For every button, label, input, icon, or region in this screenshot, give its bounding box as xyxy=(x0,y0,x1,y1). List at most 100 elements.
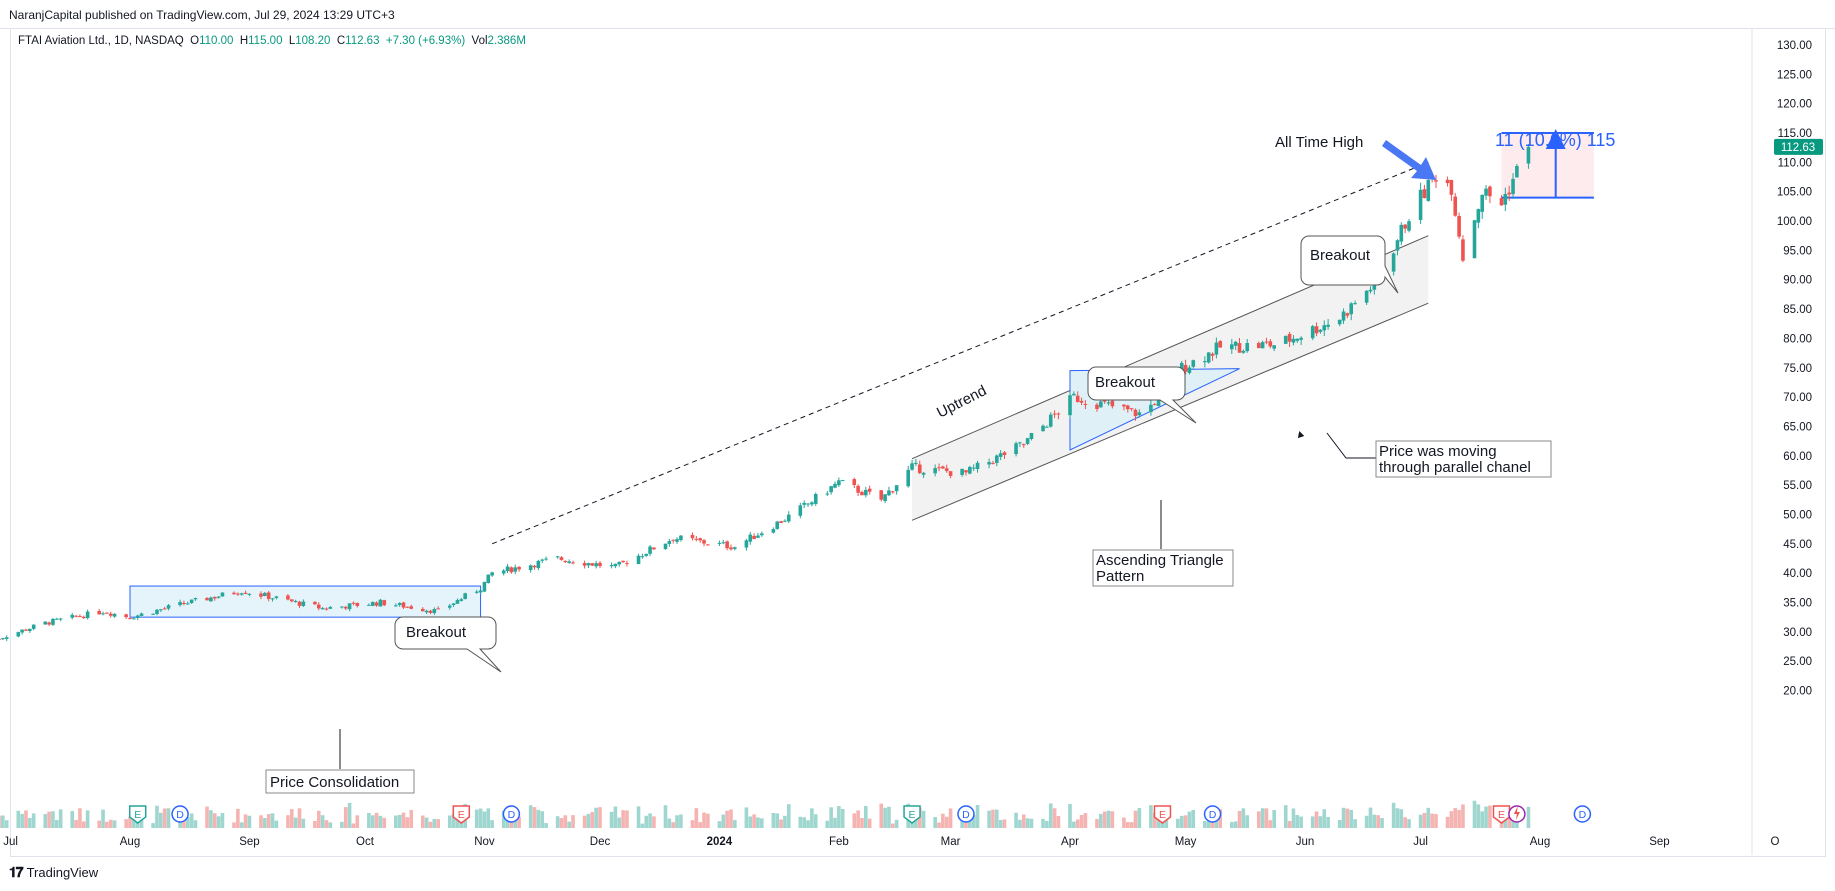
all-time-high-arrow xyxy=(1382,140,1436,180)
candle-body xyxy=(1079,400,1084,403)
candle-body xyxy=(1426,180,1431,201)
candle-body xyxy=(259,593,263,597)
candle-body xyxy=(783,520,787,522)
volume-bar xyxy=(436,819,440,828)
uptrend-line[interactable] xyxy=(491,161,1429,545)
volume-bar xyxy=(625,810,629,828)
candle-body xyxy=(374,602,379,606)
price-axis-tick: 40.00 xyxy=(1783,568,1812,580)
consolidation-box[interactable] xyxy=(129,585,482,618)
candle-body xyxy=(1072,393,1076,396)
time-axis[interactable]: Jul Aug Sep Oct Nov Dec 2024 Feb Mar Apr May Jun Jul… xyxy=(3,836,1779,848)
dividend-marker-icon[interactable] xyxy=(171,805,189,823)
earnings-marker-icon[interactable] xyxy=(1492,805,1511,824)
volume-bar xyxy=(274,820,279,828)
volume-bar xyxy=(798,816,803,828)
time-axis-tick: Aug xyxy=(120,836,140,848)
volume-bar xyxy=(189,813,194,828)
volume-bar xyxy=(0,815,1,828)
earnings-marker-icon[interactable] xyxy=(1153,805,1172,824)
volume-bar xyxy=(451,813,456,828)
volume-bar xyxy=(501,810,506,828)
candle-body xyxy=(860,491,864,496)
volume-bar xyxy=(1083,813,1088,828)
candle-body xyxy=(1075,395,1080,402)
candle-body xyxy=(401,602,406,608)
volume-bar xyxy=(347,802,352,828)
volume-bar xyxy=(813,814,818,828)
earnings-marker-icon[interactable] xyxy=(128,805,147,824)
symbol-legend: FTAI Aviation Ltd., 1D, NASDAQ O110.00 H… xyxy=(18,35,526,47)
volume-bar xyxy=(513,817,518,828)
dividend-marker-icon[interactable] xyxy=(957,805,975,823)
volume-bar xyxy=(1099,813,1103,828)
volume-bar xyxy=(1075,819,1080,828)
earnings-marker-icon[interactable] xyxy=(903,805,921,824)
candle-body xyxy=(721,542,726,544)
candle-body xyxy=(1052,413,1057,415)
dividend-marker-icon[interactable] xyxy=(1573,805,1592,823)
chart-pane[interactable] xyxy=(10,28,1826,857)
volume-bar xyxy=(1318,816,1323,828)
candle-body xyxy=(455,600,460,604)
volume-bar xyxy=(112,820,117,828)
candle-body xyxy=(340,606,344,608)
volume-bar xyxy=(1526,806,1531,828)
candle-body xyxy=(948,471,953,476)
volume-value: 2.386M xyxy=(487,35,526,47)
volume-bar xyxy=(586,813,591,828)
channel-label-line-1: Price was moving xyxy=(1379,443,1497,460)
candle-body xyxy=(667,541,672,544)
volume-bar xyxy=(1021,814,1026,828)
volume-bar xyxy=(74,819,78,828)
channel-label-line-2: through parallel chanel xyxy=(1379,459,1531,476)
dividend-marker-icon[interactable] xyxy=(1203,805,1222,823)
candle-body xyxy=(933,468,937,474)
volume-bar xyxy=(420,815,425,828)
volume-bar xyxy=(667,818,672,828)
volume-bar xyxy=(85,810,90,828)
candle-body xyxy=(1364,290,1369,303)
earnings-marker-icon[interactable] xyxy=(452,805,471,824)
candle-body xyxy=(324,608,329,610)
volume-bar xyxy=(159,812,163,828)
candle-body xyxy=(297,601,302,606)
volume-bar xyxy=(205,806,209,828)
channel-arrow-head xyxy=(1297,431,1305,439)
price-axis[interactable]: 130.00 125.00 120.00 115.00 110.00 105.00 100.… xyxy=(1777,40,1812,698)
candle-body xyxy=(205,597,209,601)
candle-body xyxy=(879,490,884,500)
candle-body xyxy=(609,565,614,567)
drawings-layer xyxy=(129,129,1594,618)
volume-bar xyxy=(367,812,371,828)
volume-bar xyxy=(1149,805,1153,828)
candle-body xyxy=(1287,333,1292,342)
volume-bar xyxy=(613,806,618,828)
volume-bar xyxy=(1310,816,1315,828)
candle-body xyxy=(1133,409,1138,417)
volume-bar xyxy=(1179,815,1184,828)
volume-bar xyxy=(43,814,48,828)
candle-body xyxy=(1399,224,1404,242)
dividend-marker-icon[interactable] xyxy=(502,805,521,823)
publish-header: NaranjCapital published on TradingView.c… xyxy=(0,0,1835,29)
volume-bar xyxy=(1314,811,1319,828)
volume-bar xyxy=(1407,819,1411,828)
volume-bar xyxy=(1137,807,1142,828)
time-axis-tick: Jul xyxy=(3,836,18,848)
volume-bar xyxy=(756,817,760,828)
candle-body xyxy=(617,561,622,565)
candle-body xyxy=(1337,319,1342,325)
volume-bar xyxy=(937,822,941,828)
volume-bar xyxy=(290,809,294,828)
candle-body xyxy=(1264,341,1269,343)
channel-lower-line[interactable] xyxy=(911,302,1429,521)
candle-body xyxy=(1503,193,1508,205)
breakout-callout-3 xyxy=(1300,235,1399,294)
candle-body xyxy=(1256,343,1261,349)
publisher-line: NaranjCapital published on TradingView.c… xyxy=(9,8,395,22)
candle-body xyxy=(1395,240,1400,251)
volume-bar xyxy=(729,809,733,828)
